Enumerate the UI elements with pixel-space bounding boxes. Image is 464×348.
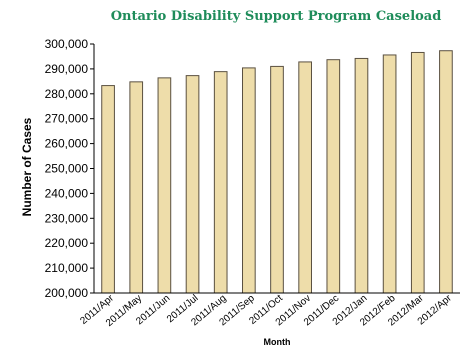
bars [101,50,453,294]
y-tick-label: 290,000 [45,62,89,76]
bar [382,54,397,294]
bar [298,61,312,294]
bar [439,50,453,294]
y-tick-label: 270,000 [45,112,89,126]
bar [242,67,256,294]
bar [185,75,200,294]
bar [213,71,228,294]
bar [129,81,144,294]
y-axis-ticks: 200,000 210,000 220,000 230,000 240,000 250,0… [45,37,94,300]
y-tick-label: 250,000 [45,162,89,176]
y-tick-label: 260,000 [45,137,89,151]
bar [270,65,284,294]
x-axis-label: Month [264,337,291,347]
y-tick-label: 220,000 [45,236,89,250]
bar [101,85,115,294]
chart-title: Ontario Disability Support Program Casel… [111,9,442,24]
bar [354,57,369,294]
bar [326,59,341,294]
y-axis-label: Number of Cases [20,117,34,216]
y-tick-label: 210,000 [45,261,89,275]
y-tick-label: 240,000 [45,186,89,200]
bar [410,51,425,294]
x-axis-ticks: 2011/Apr2011/May2011/Jun2011/Jul2011/Aug… [78,292,454,329]
y-tick-label: 200,000 [45,286,89,300]
y-tick-label: 280,000 [45,87,89,101]
y-tick-label: 300,000 [45,37,89,51]
y-tick-label: 230,000 [45,211,89,225]
bar [157,77,172,294]
